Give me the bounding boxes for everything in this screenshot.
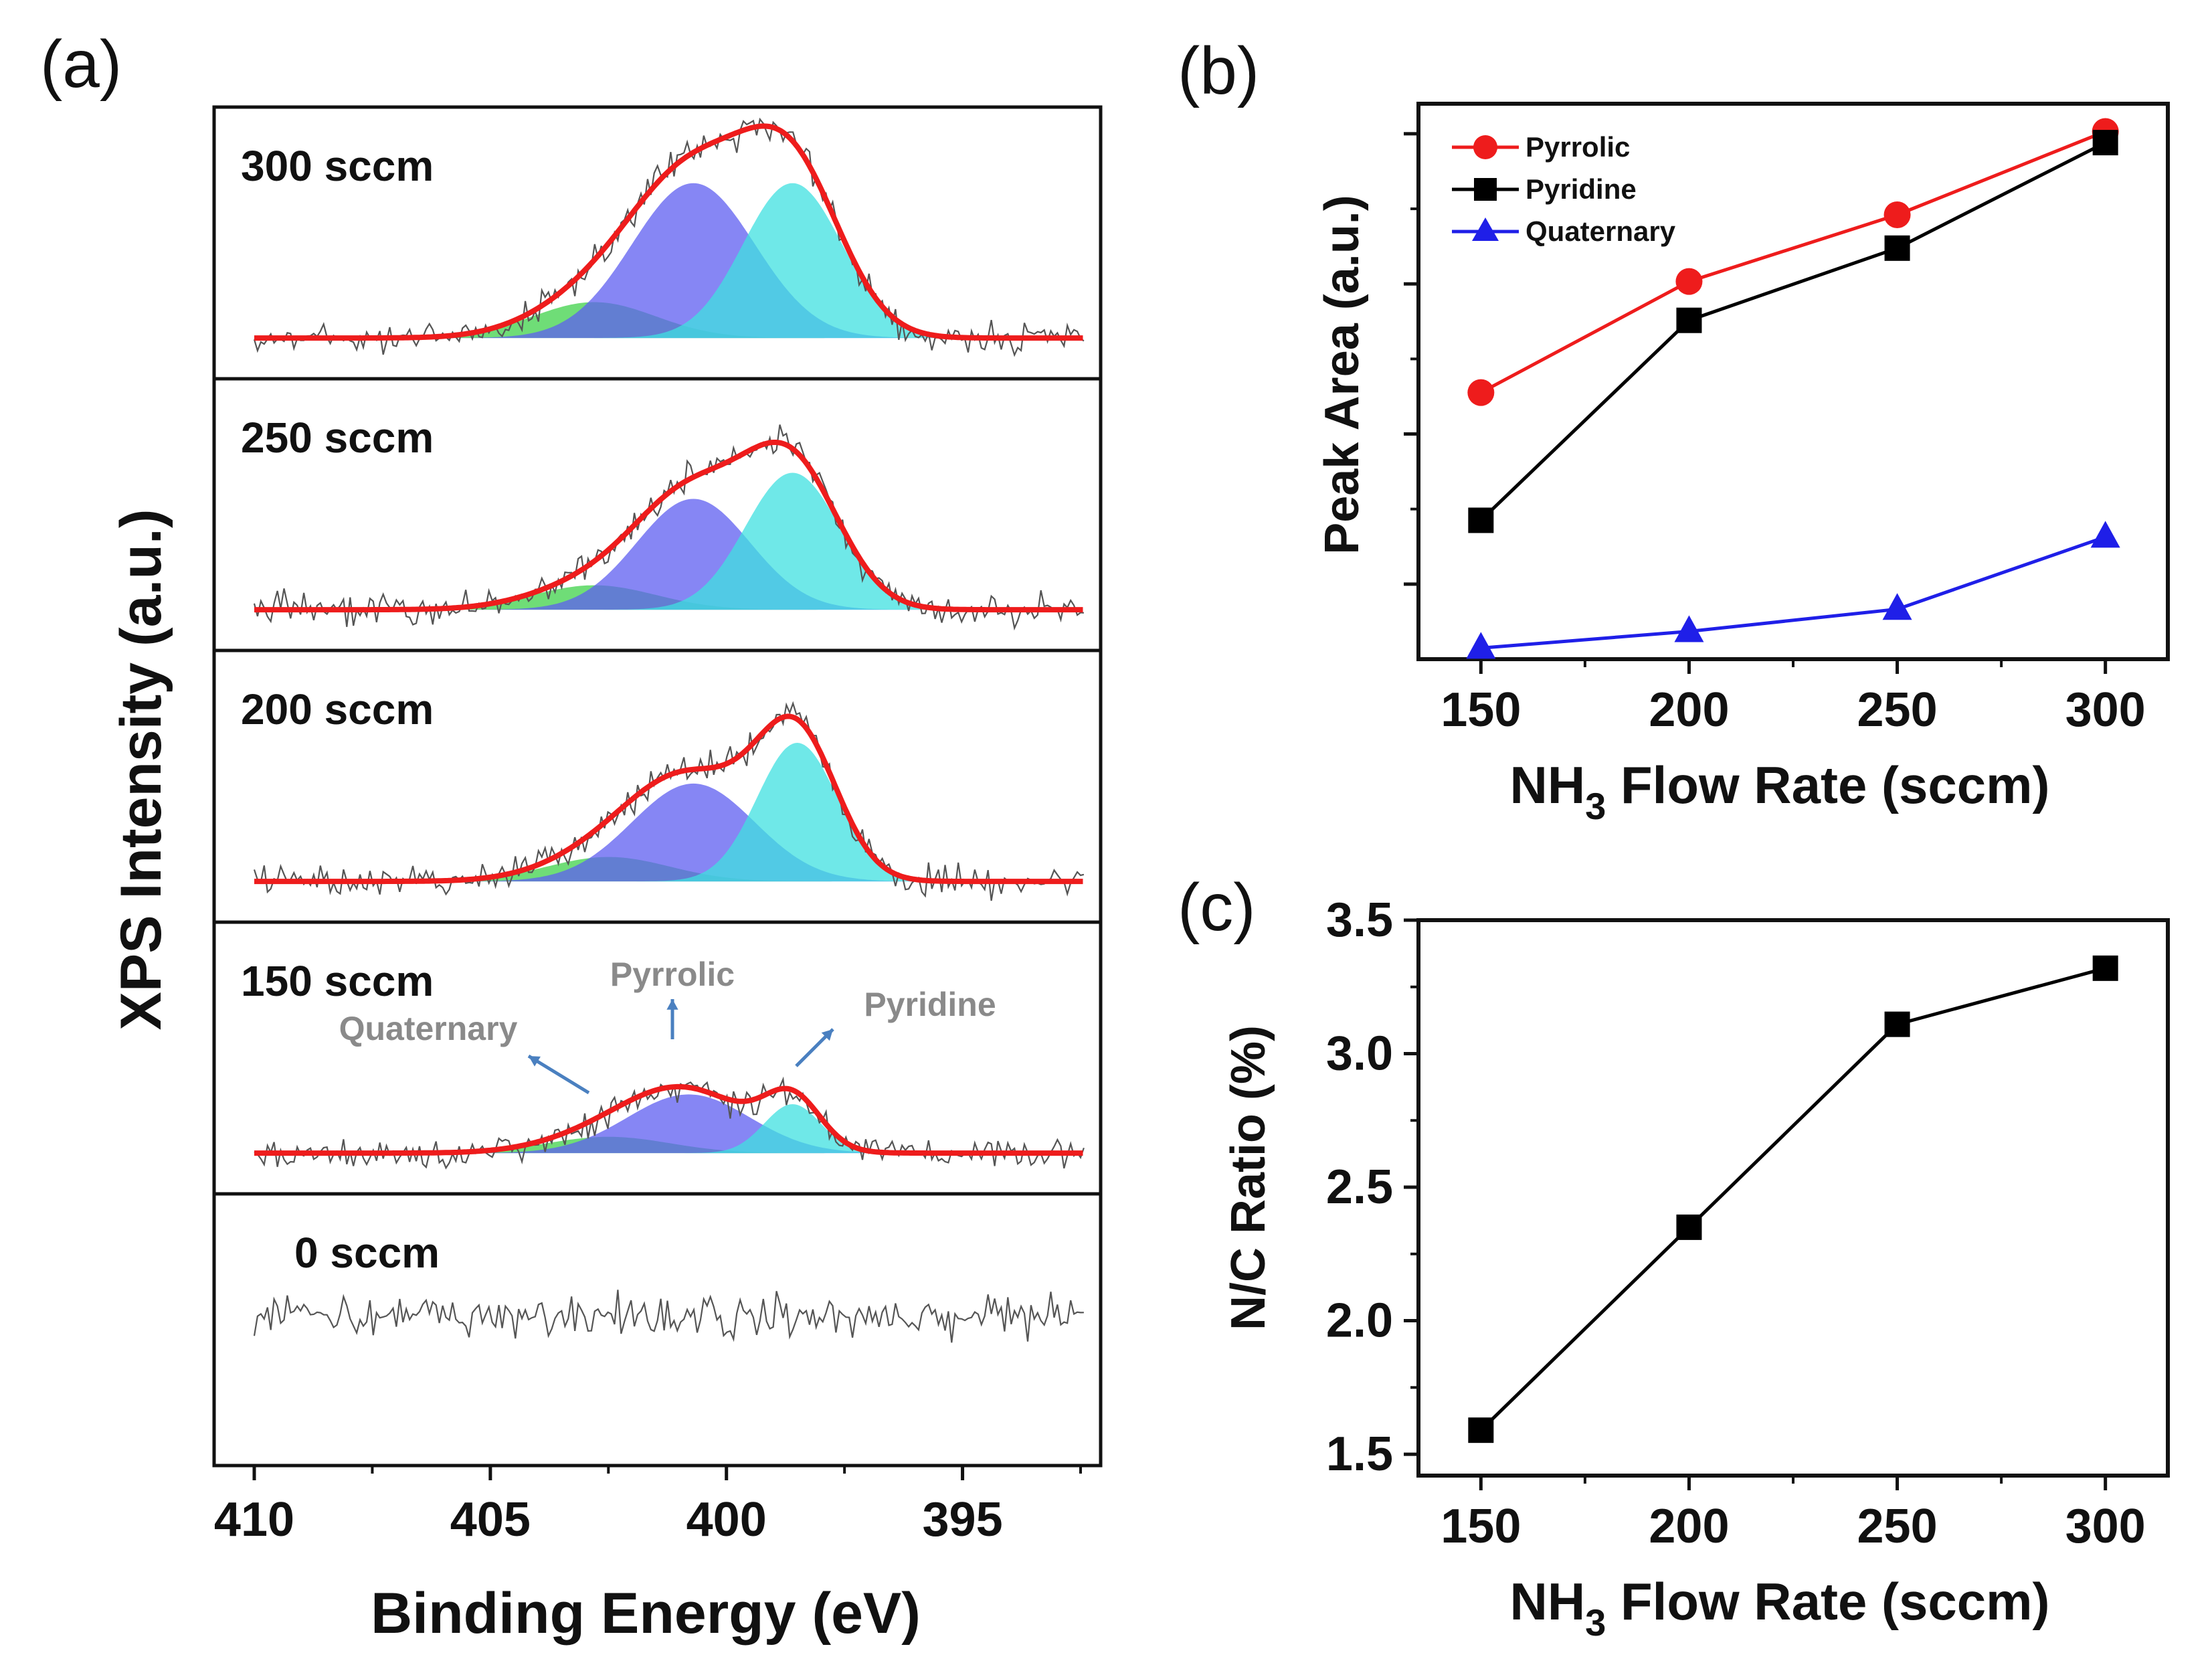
peak-area-x-axis-label: NH3 Flow Rate (sccm) <box>1510 756 2050 827</box>
plot-frame <box>1416 918 2170 1478</box>
data-point-quaternary <box>1882 593 1912 620</box>
xps-annotation-arrowhead <box>529 1056 541 1067</box>
nc-ratio-y-axis-label: N/C Ratio (%) <box>1222 1025 1275 1330</box>
legend-marker-pyrrolic <box>1473 135 1497 159</box>
peak-area-panel: 150 200 250 300 Pyrrolic Pyridine Quaternary P… <box>1315 102 2170 827</box>
y-tick-label: 3.5 <box>1326 893 1393 947</box>
data-point-pyridine <box>1676 307 1702 333</box>
xps-y-axis-label: XPS Intensity (a.u.) <box>109 509 173 1031</box>
xps-x-tick-label: 410 <box>214 1493 294 1547</box>
xps-component-peak-pyridine <box>594 183 991 339</box>
xps-annotation-arrowhead <box>666 999 678 1010</box>
x-tick-label: 150 <box>1441 683 1521 737</box>
series-line-pyridine <box>1479 141 2106 522</box>
data-point-pyridine <box>1884 235 1910 261</box>
xps-annotation-label: Quaternary <box>339 1010 518 1047</box>
xps-subpanel-label: 300 sccm <box>241 142 434 190</box>
x-tick-label: 200 <box>1649 683 1729 737</box>
nc-ratio-x-axis-label: NH3 Flow Rate (sccm) <box>1510 1572 2050 1644</box>
x-tick-label: 300 <box>2065 683 2146 737</box>
xps-x-tick-label: 405 <box>450 1493 531 1547</box>
series-line-n-c-ratio <box>1479 966 2106 1431</box>
series-line-quaternary <box>1481 535 2106 650</box>
x-tick-label: 250 <box>1857 683 1937 737</box>
xps-subpanel-frame <box>212 1192 1103 1468</box>
nc-ratio-plot-area: 150 200 250 300 1.5 2.0 2.5 3.0 3.5 <box>1326 893 2170 1553</box>
xps-x-tick-label: 395 <box>923 1493 1003 1547</box>
data-point-pyridine <box>2092 130 2118 156</box>
data-point-pyrrolic <box>1467 379 1495 406</box>
xps-annotation-label: Pyrrolic <box>610 956 735 993</box>
series-line-pyrrolic <box>1480 130 2106 394</box>
data-point-pyrrolic <box>1675 268 1703 295</box>
xps-component-peak-pyrrolic <box>448 183 939 339</box>
y-tick-label: 2.0 <box>1326 1294 1393 1348</box>
legend-marker-quaternary <box>1472 217 1499 241</box>
xps-component-peak-pyrrolic <box>466 499 921 610</box>
legend-label-pyridine: Pyridine <box>1526 173 1637 205</box>
panel-label-b: (b) <box>1178 33 1259 108</box>
panel-label-a: (a) <box>40 27 122 102</box>
xps-subpanel-label: 200 sccm <box>241 685 434 733</box>
xps-annotation-label: Pyridine <box>864 986 996 1023</box>
data-point-pyridine <box>1468 507 1494 533</box>
y-tick-label: 1.5 <box>1326 1427 1393 1481</box>
panel-label-c: (c) <box>1178 870 1256 945</box>
data-point-quaternary <box>1466 632 1496 659</box>
data-point-quaternary <box>2090 521 2120 548</box>
xps-fit-envelope <box>254 1083 1083 1156</box>
x-tick-label: 200 <box>1649 1500 1729 1553</box>
xps-raw-spectrum <box>253 1290 1084 1343</box>
peak-area-plot-area: 150 200 250 300 Pyrrolic Pyridine Quaternary <box>1404 102 2170 737</box>
data-point-n-c-ratio <box>1468 1417 1494 1443</box>
xps-component-peak-pyridine <box>604 472 982 610</box>
xps-annotation-arrow <box>527 1054 590 1095</box>
x-tick-label: 250 <box>1857 1500 1937 1553</box>
xps-component-peak-pyrrolic <box>443 1094 935 1154</box>
xps-fit-envelope <box>254 123 1083 341</box>
x-tick-label: 300 <box>2065 1500 2146 1553</box>
xps-component-peak-pyridine <box>679 1104 906 1154</box>
legend-label-quaternary: Quaternary <box>1526 215 1676 247</box>
xps-subpanel-label: 250 sccm <box>241 414 434 462</box>
xps-annotation-arrowhead <box>821 1029 833 1041</box>
data-point-n-c-ratio <box>1676 1214 1702 1240</box>
x-tick-label: 150 <box>1441 1500 1521 1553</box>
xps-subpanel-label: 150 sccm <box>241 957 434 1005</box>
xps-plot-area: 300 sccm 250 sccm 200 sccm 150 sccm 0 sccm 41… <box>212 105 1103 1547</box>
y-tick-label: 2.5 <box>1326 1160 1393 1214</box>
data-point-quaternary <box>1674 615 1704 642</box>
xps-x-axis-label: Binding Energy (eV) <box>371 1581 921 1646</box>
data-point-n-c-ratio <box>2092 955 2118 981</box>
nc-ratio-panel: 150 200 250 300 1.5 2.0 2.5 3.0 3.5 N/C Ratio (%… <box>1222 893 2170 1644</box>
data-point-n-c-ratio <box>1884 1011 1910 1037</box>
xps-raw-spectrum <box>253 117 1085 357</box>
y-tick-label: 3.0 <box>1326 1027 1393 1081</box>
xps-component-peak-pyrrolic <box>448 783 939 882</box>
xps-fit-envelope <box>254 440 1083 613</box>
xps-spectra-panel: 300 sccm 250 sccm 200 sccm 150 sccm 0 sccm 41… <box>109 105 1103 1646</box>
legend-marker-pyridine <box>1474 178 1497 201</box>
xps-subpanel-label: 0 sccm <box>294 1229 440 1277</box>
peak-area-y-axis-label: Peak Area (a.u.) <box>1315 195 1369 555</box>
data-point-pyrrolic <box>1883 201 1911 228</box>
legend-label-pyrrolic: Pyrrolic <box>1526 131 1630 163</box>
xps-component-peak-pyridine <box>636 743 958 882</box>
xps-fit-envelope <box>254 713 1083 885</box>
xps-x-tick-label: 400 <box>686 1493 767 1547</box>
